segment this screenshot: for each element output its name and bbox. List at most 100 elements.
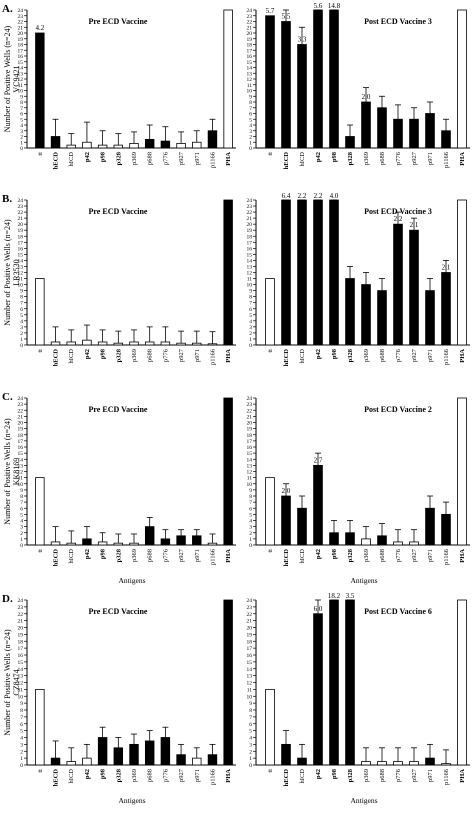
y-tick-label: 18 xyxy=(247,433,253,439)
bar xyxy=(393,761,403,766)
x-tick-label: hICD xyxy=(68,549,75,564)
x-tick-label: p688 xyxy=(379,152,386,165)
y-tick-label: 11 xyxy=(18,277,24,283)
bar xyxy=(223,599,233,766)
y-tick-label: 19 xyxy=(247,37,253,43)
x-tick-label: tt xyxy=(267,549,274,553)
x-tick-label: p688 xyxy=(379,769,386,782)
subplot-title: Post ECD Vaccine 3 xyxy=(364,207,432,216)
patient-id-label: VC9421 xyxy=(12,65,21,92)
y-tick-label: 17 xyxy=(18,439,24,445)
y-tick-label: 6 xyxy=(20,307,23,313)
y-tick-label: 5 xyxy=(249,117,252,123)
x-tick-label: hECD xyxy=(53,349,60,367)
y-tick-label: 22 xyxy=(18,20,24,26)
bar xyxy=(409,761,419,766)
y-tick-label: 1 xyxy=(20,537,23,543)
subplot-title: Post ECD Vaccine 6 xyxy=(364,607,432,616)
data-label: 5.6 xyxy=(314,2,323,10)
y-tick-label: 0 xyxy=(249,146,252,152)
bar xyxy=(50,757,61,766)
bar xyxy=(176,535,186,546)
bar xyxy=(313,9,323,149)
x-tick-label: p98 xyxy=(100,348,107,359)
x-tick-label: p369 xyxy=(363,152,370,165)
bar xyxy=(192,141,202,149)
y-tick-label: 24 xyxy=(247,598,253,604)
x-tick-label: p776 xyxy=(395,151,402,165)
y-tick-label: 14 xyxy=(18,66,24,72)
y-tick-label: 23 xyxy=(247,605,253,611)
y-tick-label: 2 xyxy=(20,531,23,537)
x-tick-label: p971 xyxy=(427,349,434,362)
subplot-title: Post ECD Vaccine 3 xyxy=(364,17,432,26)
y-tick-label: 12 xyxy=(247,470,253,476)
bar xyxy=(361,101,371,149)
x-tick-label: p927 xyxy=(411,348,418,362)
y-tick-label: 4 xyxy=(20,519,23,525)
y-tick-label: 10 xyxy=(247,283,253,289)
x-tick-label: p369 xyxy=(131,152,138,165)
bar xyxy=(35,477,45,546)
y-tick-label: 13 xyxy=(18,71,24,77)
bar xyxy=(393,223,403,346)
y-tick-label: 8 xyxy=(249,295,252,301)
y-tick-label: 3 xyxy=(20,742,23,748)
y-tick-label: 20 xyxy=(247,626,253,632)
bar xyxy=(377,290,387,346)
bar xyxy=(207,130,218,149)
y-tick-label: 20 xyxy=(18,222,24,228)
data-label: 2.7 xyxy=(314,456,323,464)
panel-label: C. xyxy=(2,391,13,403)
x-tick-label: p927 xyxy=(178,548,185,562)
bar xyxy=(329,9,339,149)
x-axis-label: Antigens xyxy=(118,576,145,585)
y-tick-label: 23 xyxy=(18,605,24,611)
bar xyxy=(35,32,45,149)
bar xyxy=(223,199,233,346)
bar xyxy=(129,743,139,766)
x-tick-label: PHA xyxy=(225,152,232,166)
y-tick-label: 4 xyxy=(20,736,23,742)
y-tick-label: 15 xyxy=(247,451,253,457)
x-tick-label: p776 xyxy=(395,548,402,562)
x-tick-label: hICD xyxy=(299,152,306,167)
y-tick-label: 18 xyxy=(18,433,24,439)
y-tick-label: 21 xyxy=(247,216,253,222)
bar xyxy=(425,757,435,766)
bar xyxy=(144,740,155,766)
y-tick-label: 5 xyxy=(20,313,23,319)
y-tick-label: 16 xyxy=(18,246,24,252)
x-tick-label: p369 xyxy=(131,549,138,562)
y-tick-label: 24 xyxy=(18,8,24,14)
bar xyxy=(441,130,451,149)
y-tick-label: 17 xyxy=(247,439,253,445)
x-tick-label: tt xyxy=(37,769,44,773)
x-tick-label: p1166 xyxy=(443,768,450,785)
y-tick-label: 10 xyxy=(247,482,253,488)
y-tick-label: 18 xyxy=(18,639,24,645)
y-tick-label: 9 xyxy=(249,289,252,295)
y-tick-label: 18 xyxy=(247,234,253,240)
bar xyxy=(457,599,467,766)
bar xyxy=(50,341,61,346)
bar xyxy=(441,513,451,546)
y-tick-label: 4 xyxy=(249,319,252,325)
bar xyxy=(265,15,275,149)
y-tick-label: 24 xyxy=(247,396,253,402)
x-tick-label: p927 xyxy=(411,151,418,165)
y-tick-label: 17 xyxy=(247,48,253,54)
y-tick-label: 14 xyxy=(18,667,24,673)
x-tick-label: p776 xyxy=(162,768,169,782)
bar xyxy=(223,397,233,546)
bar xyxy=(361,284,371,346)
bar xyxy=(66,542,76,546)
x-tick-label: p98 xyxy=(100,548,107,559)
y-tick-label: 16 xyxy=(247,445,253,451)
bar xyxy=(113,747,124,766)
y-tick-label: 21 xyxy=(247,414,253,420)
x-tick-label: hICD xyxy=(299,349,306,364)
data-label: 2.1 xyxy=(410,221,419,229)
data-label: 4.2 xyxy=(35,24,44,32)
y-tick-label: 7 xyxy=(20,301,23,307)
